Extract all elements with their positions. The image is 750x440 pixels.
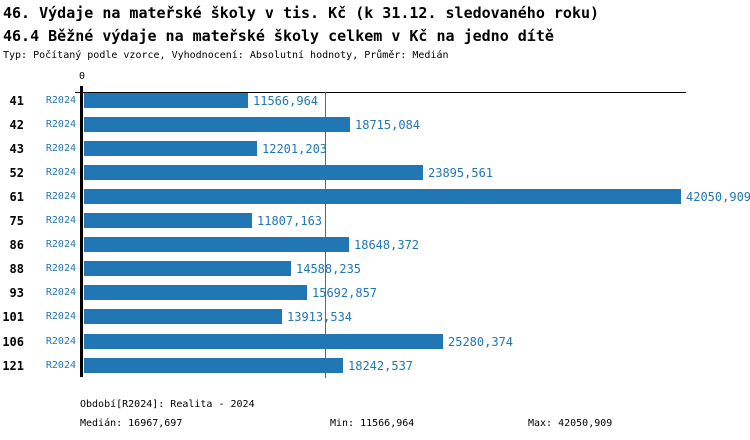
footer-min: Min: 11566,964 (330, 418, 415, 429)
row-period-label: R2024 (45, 239, 76, 250)
row-category-label: 88 (9, 262, 24, 276)
report-title-line1: 46. Výdaje na mateřské školy v tis. Kč (… (3, 4, 600, 22)
row-period-label: R2024 (45, 287, 76, 298)
bar-value-label: 18648,372 (354, 238, 420, 252)
row-category-label: 42 (9, 118, 24, 132)
bar-value-label: 42050,909 (686, 190, 750, 204)
footer-period: Období[R2024]: Realita - 2024 (80, 399, 255, 410)
bar-value-label: 23895,561 (428, 166, 494, 180)
bar-value-label: 15692,857 (312, 286, 378, 300)
row-period-label: R2024 (45, 119, 76, 130)
bar (84, 261, 291, 276)
row-period-label: R2024 (45, 360, 76, 371)
bar (84, 117, 350, 132)
bar (84, 237, 349, 252)
bar (84, 189, 681, 204)
row-category-label: 52 (9, 166, 24, 180)
axis-origin-label: 0 (78, 71, 86, 82)
row-period-label: R2024 (45, 191, 76, 202)
row-period-label: R2024 (45, 143, 76, 154)
row-category-label: 93 (9, 286, 24, 300)
footer-max: Max: 42050,909 (528, 418, 613, 429)
bar-value-label: 11566,964 (253, 94, 319, 108)
bar (84, 141, 257, 156)
x-axis-line (75, 92, 686, 93)
row-category-label: 106 (2, 335, 24, 349)
report-subtitle: Typ: Počítaný podle vzorce, Vyhodnocení:… (3, 50, 449, 61)
row-category-label: 75 (9, 214, 24, 228)
row-category-label: 41 (9, 94, 24, 108)
row-category-label: 43 (9, 142, 24, 156)
bar (84, 93, 248, 108)
bar-value-label: 25280,374 (448, 335, 514, 349)
bar-value-label: 11807,163 (257, 214, 323, 228)
row-category-label: 61 (9, 190, 24, 204)
row-category-label: 101 (2, 310, 24, 324)
bar (84, 285, 307, 300)
row-period-label: R2024 (45, 215, 76, 226)
y-axis-line (80, 86, 83, 377)
bar-value-label: 14588,235 (296, 262, 362, 276)
bar (84, 334, 443, 349)
bar-value-label: 13913,534 (287, 310, 353, 324)
footer-median: Medián: 16967,697 (80, 418, 183, 429)
bar-value-label: 12201,203 (262, 142, 328, 156)
row-period-label: R2024 (45, 311, 76, 322)
row-period-label: R2024 (45, 95, 76, 106)
bar-value-label: 18242,537 (348, 359, 414, 373)
bar (84, 309, 282, 324)
bar (84, 358, 343, 373)
bar (84, 165, 423, 180)
bar (84, 213, 252, 228)
row-period-label: R2024 (45, 263, 76, 274)
row-period-label: R2024 (45, 167, 76, 178)
row-category-label: 86 (9, 238, 24, 252)
bar-value-label: 18715,084 (355, 118, 421, 132)
median-reference-line (325, 92, 326, 378)
row-period-label: R2024 (45, 336, 76, 347)
row-category-label: 121 (2, 359, 24, 373)
report-title-line2: 46.4 Běžné výdaje na mateřské školy celk… (3, 27, 554, 45)
